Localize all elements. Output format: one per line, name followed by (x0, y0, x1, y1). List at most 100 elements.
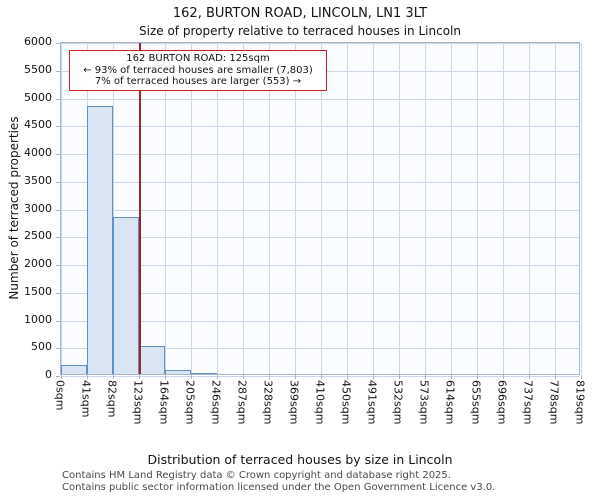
x-tick-mark (529, 375, 530, 379)
y-tick-mark (56, 348, 60, 350)
gridline-vertical (165, 43, 166, 374)
x-tick-mark (321, 375, 322, 379)
gridline-vertical (399, 43, 400, 374)
x-tick-label: 614sqm (443, 380, 457, 425)
x-tick-mark (61, 375, 62, 379)
x-tick-mark (217, 375, 218, 379)
gridline-vertical (295, 43, 296, 374)
x-tick-label: 246sqm (209, 380, 223, 425)
y-tick-label: 3000 (24, 201, 52, 215)
gridline-vertical (269, 43, 270, 374)
y-tick-mark (56, 70, 60, 72)
x-tick-label: 369sqm (287, 380, 301, 425)
y-tick-label: 2500 (24, 229, 52, 243)
x-tick-mark (503, 375, 504, 379)
annotation-property-label: 162 BURTON ROAD: 125sqm (126, 53, 270, 64)
x-tick-mark (295, 375, 296, 379)
y-tick-mark (56, 292, 60, 294)
x-tick-mark (581, 375, 582, 379)
x-tick-label: 41sqm (79, 380, 93, 418)
histogram-bar (139, 346, 165, 374)
histogram-bar (165, 370, 191, 374)
gridline-horizontal (61, 126, 579, 128)
y-tick-mark (56, 154, 60, 155)
x-tick-label: 737sqm (521, 380, 535, 425)
y-tick-label: 2000 (24, 257, 52, 270)
gridline-vertical (321, 43, 322, 374)
x-tick-mark (425, 375, 426, 379)
x-tick-label: 696sqm (495, 380, 509, 425)
y-tick-mark (56, 320, 60, 322)
chart-title: 162, BURTON ROAD, LINCOLN, LN1 3LT (172, 6, 428, 21)
x-tick-mark (191, 375, 192, 379)
x-axis-label: Distribution of terraced houses by size … (147, 452, 453, 467)
x-tick-mark (87, 375, 88, 379)
y-tick-mark (56, 181, 60, 183)
license-footer: Contains HM Land Registry data © Crown c… (62, 470, 495, 493)
y-tick-label: 4500 (24, 118, 52, 132)
gridline-vertical (477, 43, 478, 374)
gridline-horizontal (61, 265, 579, 266)
gridline-horizontal (61, 348, 579, 350)
gridline-horizontal (61, 376, 579, 377)
gridline-horizontal (61, 181, 579, 183)
x-tick-label: 819sqm (573, 380, 587, 425)
gridline-vertical (425, 43, 426, 374)
x-tick-mark (373, 375, 374, 379)
histogram-bar (191, 373, 217, 374)
gridline-vertical (347, 43, 348, 374)
gridline-vertical (373, 43, 374, 374)
gridline-horizontal (61, 98, 579, 100)
gridline-vertical (61, 43, 62, 374)
x-tick-label: 123sqm (131, 380, 145, 425)
annotation-larger-stat: 7% of terraced houses are larger (553) → (94, 76, 302, 87)
x-tick-mark (165, 375, 166, 379)
gridline-vertical (113, 43, 114, 374)
y-tick-mark (56, 237, 60, 239)
y-tick-mark (56, 98, 60, 100)
y-tick-mark (56, 265, 60, 266)
gridline-vertical (503, 43, 504, 374)
x-tick-label: 450sqm (339, 380, 353, 425)
annotation-smaller-stat: ← 93% of terraced houses are smaller (7,… (83, 64, 313, 76)
y-tick-label: 1500 (24, 284, 52, 298)
gridline-vertical (529, 43, 530, 374)
x-tick-label: 164sqm (157, 380, 171, 425)
y-tick-label: 1000 (24, 312, 52, 326)
x-tick-mark (347, 375, 348, 379)
x-tick-label: 655sqm (469, 380, 483, 425)
gridline-horizontal (61, 209, 579, 211)
x-tick-mark (269, 375, 270, 379)
property-size-marker-line (139, 43, 142, 374)
annotation-box: 162 BURTON ROAD: 125sqm ← 93% of terrace… (69, 50, 327, 91)
gridline-vertical (243, 43, 244, 374)
y-tick-label: 0 (45, 368, 52, 381)
x-tick-label: 205sqm (183, 380, 197, 425)
x-tick-mark (399, 375, 400, 379)
x-tick-label: 82sqm (105, 380, 119, 418)
x-tick-label: 287sqm (235, 380, 249, 425)
y-tick-mark (56, 126, 60, 128)
footer-line-1: Contains HM Land Registry data © Crown c… (62, 470, 451, 481)
x-tick-mark (113, 375, 114, 379)
y-tick-label: 5000 (24, 90, 52, 104)
x-tick-label: 328sqm (261, 380, 275, 425)
x-tick-label: 573sqm (417, 380, 431, 425)
gridline-vertical (217, 43, 218, 374)
y-tick-label: 5500 (24, 62, 52, 76)
y-tick-mark (56, 209, 60, 211)
gridline-vertical (555, 43, 556, 374)
x-tick-label: 410sqm (313, 380, 327, 425)
x-tick-mark (477, 375, 478, 379)
x-tick-mark (243, 375, 244, 379)
y-tick-mark (56, 43, 60, 44)
histogram-bar (87, 106, 113, 374)
histogram-bar (61, 365, 87, 374)
gridline-horizontal (61, 237, 579, 239)
y-tick-mark (56, 376, 60, 377)
gridline-vertical (191, 43, 192, 374)
x-tick-label: 0sqm (53, 380, 67, 411)
gridline-horizontal (61, 292, 579, 294)
gridline-vertical (451, 43, 452, 374)
y-tick-label: 4000 (24, 146, 52, 159)
